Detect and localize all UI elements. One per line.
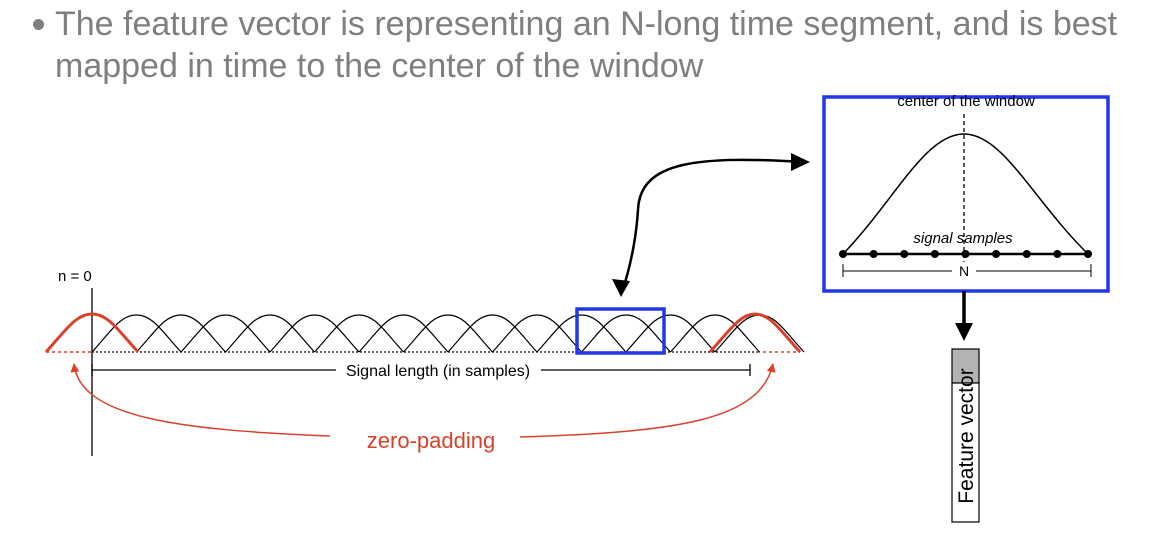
bullet-text-line-2: mapped in time to the center of the wind… <box>55 47 704 85</box>
analysis-window-curve <box>670 314 760 353</box>
analysis-window-curve <box>581 314 671 353</box>
n-length-label: N <box>959 263 969 279</box>
analysis-window-curve <box>447 314 538 353</box>
feature-vector-label: Feature vector <box>955 368 978 503</box>
analysis-window-curve <box>403 314 493 353</box>
feature-vector-cap <box>951 348 980 384</box>
zero-padding-label: zero-padding <box>367 428 495 453</box>
bullet-dot-icon <box>33 19 44 30</box>
zero-padding-left-arrow <box>70 363 331 437</box>
signal-sample-dot <box>930 250 939 258</box>
signal-sample-dot <box>839 250 847 258</box>
signal-length-label: Signal length (in samples) <box>346 363 530 380</box>
to-feature-vector-arrowhead-icon <box>955 323 973 341</box>
analysis-window-curve <box>536 314 627 353</box>
zero-padding-right-arrow <box>519 363 776 438</box>
analysis-window-curve <box>136 314 226 353</box>
signal-sample-dot <box>961 250 970 258</box>
signal-samples-label: signal samples <box>913 230 1013 247</box>
analysis-window-curve <box>180 314 271 353</box>
analysis-window-curve <box>225 314 315 353</box>
signal-sample-dot <box>1053 250 1062 258</box>
window-bell-curve <box>842 133 1089 255</box>
left-padded-window <box>44 312 140 354</box>
analysis-window-curve <box>91 314 182 353</box>
analysis-window-curve <box>492 314 582 353</box>
signal-sample-dot <box>992 250 1001 258</box>
analysis-window-curve <box>269 314 360 353</box>
highlighted-window-box <box>575 307 666 355</box>
signal-sample-dot <box>1022 250 1031 258</box>
signal-sample-dot <box>900 250 909 258</box>
zoom-arrowhead-down-icon <box>612 279 630 297</box>
signal-sample-dots <box>839 250 1092 258</box>
feature-vector-box <box>951 382 980 523</box>
zoom-window-box <box>822 95 1110 293</box>
n0-label: n = 0 <box>58 268 92 285</box>
analysis-window-curve <box>358 314 449 353</box>
overlapping-windows <box>91 314 805 353</box>
center-of-window-label: center of the window <box>897 93 1035 110</box>
bullet-text-line-1: The feature vector is representing an N-… <box>55 5 1118 43</box>
zoom-connector-curve <box>620 158 806 293</box>
analysis-window-curve <box>625 314 716 353</box>
zoom-arrowhead-right-icon <box>791 153 810 171</box>
analysis-window-curve <box>714 314 805 353</box>
right-padded-window <box>708 312 802 354</box>
analysis-window-curve <box>314 314 404 353</box>
signal-sample-dot <box>869 250 878 258</box>
signal-sample-dot <box>1084 250 1092 258</box>
